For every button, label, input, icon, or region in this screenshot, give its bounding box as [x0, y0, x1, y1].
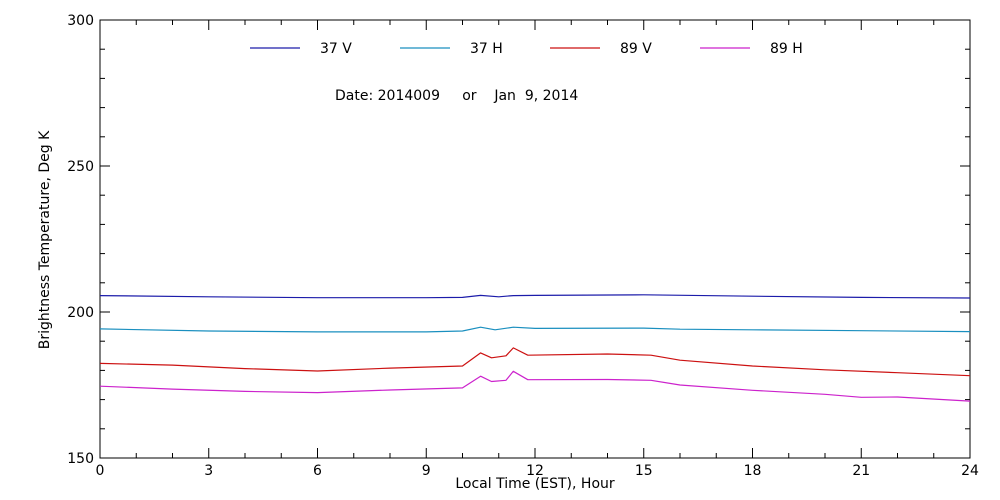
series-lines	[99, 294, 971, 402]
date-annotation: Date: 2014009 or Jan 9, 2014	[335, 88, 578, 104]
legend-label: 37 V	[320, 41, 352, 57]
legend-label: 89 H	[770, 41, 803, 57]
x-tick-label: 24	[961, 463, 979, 479]
x-tick-label: 15	[635, 463, 653, 479]
y-tick-label: 200	[67, 305, 94, 321]
axis-tick-labels: 0 3 6 9 12 15 18 21 24 150 200 250 300	[67, 13, 979, 479]
y-axis-label: Brightness Temperature, Deg K	[37, 130, 53, 349]
series-line-89-v	[99, 347, 971, 377]
x-tick-label: 3	[204, 463, 213, 479]
y-tick-label: 150	[67, 451, 94, 467]
legend: 37 V 37 H 89 V 89 H	[250, 41, 803, 57]
y-tick-label: 300	[67, 13, 94, 29]
x-tick-label: 12	[526, 463, 544, 479]
series-line-37-h	[99, 326, 971, 333]
legend-label: 37 H	[470, 41, 503, 57]
legend-label: 89 V	[620, 41, 652, 57]
series-line-37-v	[99, 294, 971, 299]
x-tick-label: 0	[96, 463, 105, 479]
y-tick-label: 250	[67, 159, 94, 175]
x-axis-label: Local Time (EST), Hour	[455, 476, 615, 492]
x-tick-label: 9	[422, 463, 431, 479]
series-line-89-h	[99, 370, 971, 402]
x-tick-label: 21	[852, 463, 870, 479]
x-tick-label: 18	[744, 463, 762, 479]
axis-ticks	[99, 19, 971, 459]
x-tick-label: 6	[313, 463, 322, 479]
